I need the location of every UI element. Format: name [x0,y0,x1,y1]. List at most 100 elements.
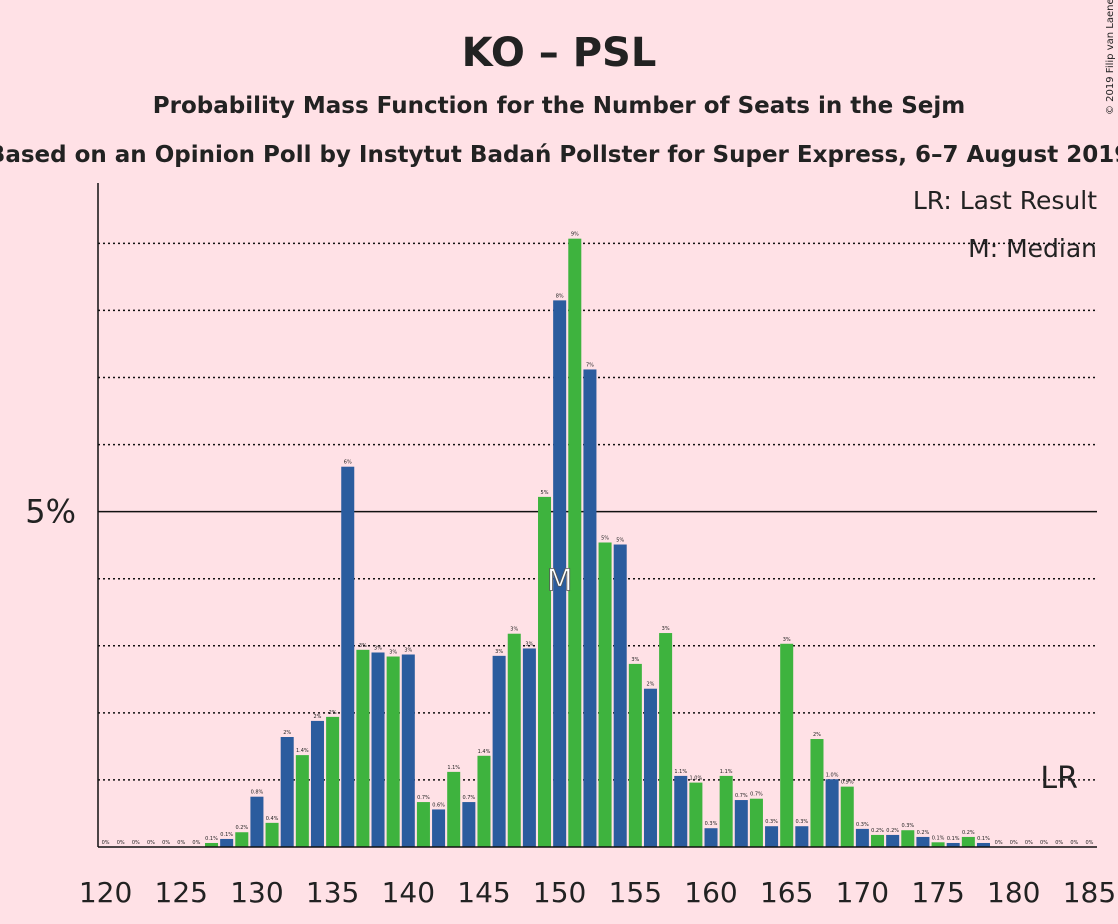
value-label: 0.3% [856,822,869,828]
bar [553,300,567,847]
copyright: © 2019 Filip van Laenen [1105,0,1116,115]
value-label: 0.2% [917,830,930,836]
value-label: 5% [541,490,549,496]
value-label: 0% [177,840,185,846]
bar [765,826,779,847]
x-tick-label: 135 [306,876,359,909]
x-tick-label: 180 [987,876,1040,909]
bar [643,688,657,847]
x-tick-label: 140 [382,876,435,909]
value-label: 0% [1070,840,1078,846]
bar [674,775,688,847]
value-label: 0.9% [841,780,854,786]
bar [931,842,945,847]
value-label: 3% [404,648,412,654]
bar [265,822,279,847]
bar [507,633,521,847]
bar [220,838,234,847]
value-label: 3% [525,641,533,647]
bar [250,796,264,847]
value-label: 0.7% [750,792,763,798]
value-label: 7% [586,362,594,368]
value-label: 0.3% [795,819,808,825]
value-label: 8% [556,293,564,299]
bar [780,643,794,847]
bar [295,755,309,847]
bar [719,775,733,847]
value-label: 0% [132,840,140,846]
bar [356,649,370,847]
bar [886,834,900,847]
value-label: 0% [147,840,155,846]
bar [280,737,294,847]
value-label: 0% [192,840,200,846]
value-label: 0.3% [901,823,914,829]
median-marker: M [547,563,573,598]
chart-title: KO – PSL [462,30,657,76]
bar [901,830,915,847]
value-label: 3% [495,649,503,655]
value-label: 1.1% [674,769,687,775]
value-label: 5% [616,538,624,544]
bar [583,369,597,847]
value-label: 1.0% [826,772,839,778]
value-label: 9% [571,232,579,238]
bar [477,755,491,847]
bar [598,542,612,847]
value-label: 6% [344,460,352,466]
bar [522,648,536,847]
bar [613,544,627,847]
value-label: 3% [631,657,639,663]
bar [689,782,703,847]
bar [916,836,930,847]
bar [310,720,324,847]
bar [946,842,960,847]
value-label: 0.4% [266,816,279,822]
bar [855,828,869,847]
chart-subtitle: Based on an Opinion Poll by Instytut Bad… [0,142,1118,168]
value-label: 3% [510,627,518,633]
value-label: 2% [647,682,655,688]
value-label: 1.4% [296,748,309,754]
bar [961,836,975,847]
bar [659,633,673,847]
value-label: 0% [1025,840,1033,846]
x-tick-label: 150 [533,876,586,909]
bar [871,834,885,847]
value-label: 0.7% [417,795,430,801]
bar [568,238,582,847]
value-label: 0.2% [871,828,884,834]
value-label: 3% [374,645,382,651]
x-tick-label: 120 [79,876,132,909]
value-label: 3% [389,650,397,656]
value-label: 0.2% [886,828,899,834]
bar [432,809,446,847]
bar [538,496,552,847]
bar [749,798,763,847]
value-label: 0.1% [220,832,233,838]
bar [205,842,219,847]
bar [416,802,430,847]
value-label: 0.2% [235,825,248,831]
value-label: 0% [1010,840,1018,846]
value-label: 2% [329,710,337,716]
x-tick-label: 165 [760,876,813,909]
legend-entry: LR: Last Result [913,186,1097,215]
bar [447,771,461,847]
value-label: 5% [601,535,609,541]
value-label: 0% [1085,840,1093,846]
value-label: 0.2% [962,830,975,836]
value-label: 0% [995,840,1003,846]
value-label: 0.1% [932,835,945,841]
bar [326,716,340,847]
value-label: 0.7% [735,793,748,799]
x-tick-label: 170 [836,876,889,909]
value-label: 0.7% [462,795,475,801]
x-tick-label: 125 [155,876,208,909]
value-label: 0.1% [205,836,218,842]
bar [734,800,748,847]
value-label: 0.6% [432,802,445,808]
value-label: 2% [283,730,291,736]
x-tick-label: 175 [911,876,964,909]
